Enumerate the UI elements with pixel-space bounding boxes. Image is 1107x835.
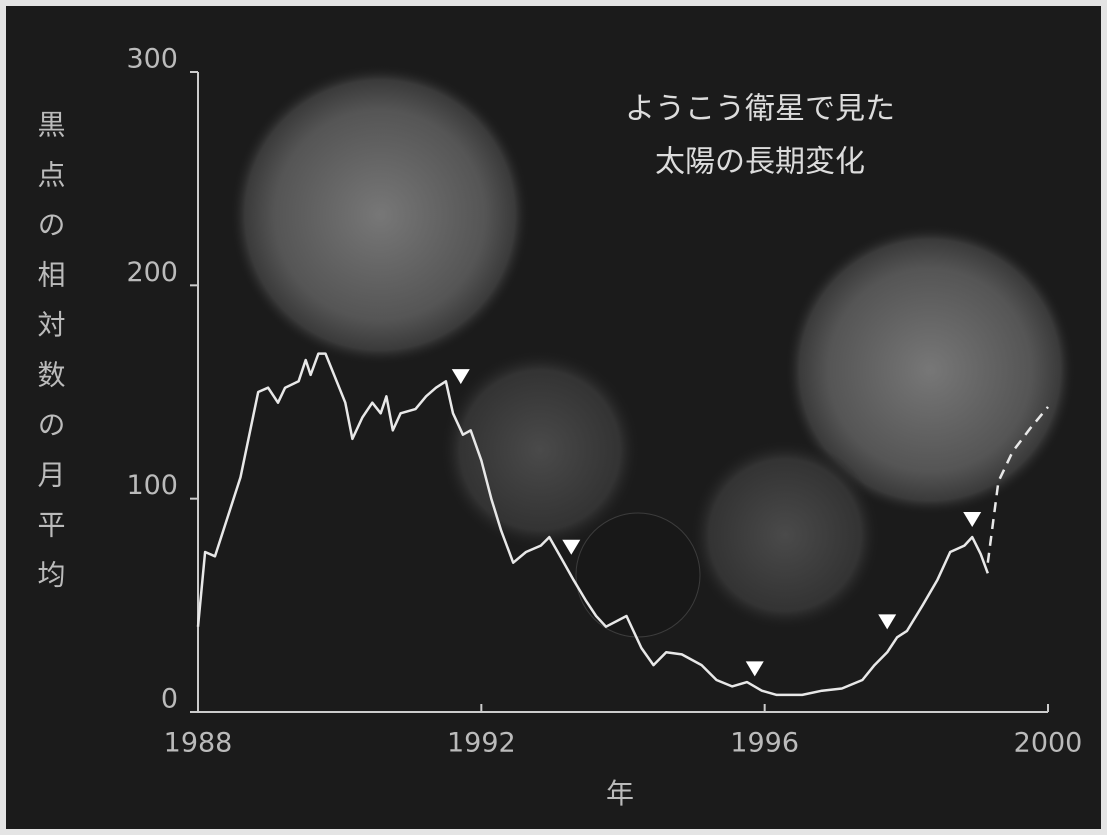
y-tick-label: 200 xyxy=(126,257,178,288)
y-tick-label: 0 xyxy=(161,684,178,715)
chart-title: ようこう衛星で見た xyxy=(625,92,895,127)
x-axis-label: 年 xyxy=(606,777,634,810)
chart-title: 太陽の長期変化 xyxy=(655,145,865,180)
sun-image xyxy=(690,440,880,630)
data-line xyxy=(986,406,1049,563)
sun-image xyxy=(440,350,640,550)
sun-image xyxy=(230,65,530,365)
marker xyxy=(562,539,581,555)
x-tick-label: 1988 xyxy=(164,728,233,759)
x-tick-label: 2000 xyxy=(1014,728,1083,759)
y-tick-label: 300 xyxy=(126,44,178,75)
marker xyxy=(963,512,982,527)
data-line xyxy=(196,352,989,697)
x-tick-label: 1996 xyxy=(730,728,799,759)
marker xyxy=(745,661,764,677)
sun-image xyxy=(785,225,1075,515)
x-tick-label: 1992 xyxy=(447,728,516,759)
marker xyxy=(451,369,470,385)
sun-image xyxy=(575,512,701,638)
y-axis-label: 黒点の相対数の月平均 xyxy=(34,110,67,610)
y-tick-label: 100 xyxy=(126,470,178,501)
marker xyxy=(878,614,897,630)
